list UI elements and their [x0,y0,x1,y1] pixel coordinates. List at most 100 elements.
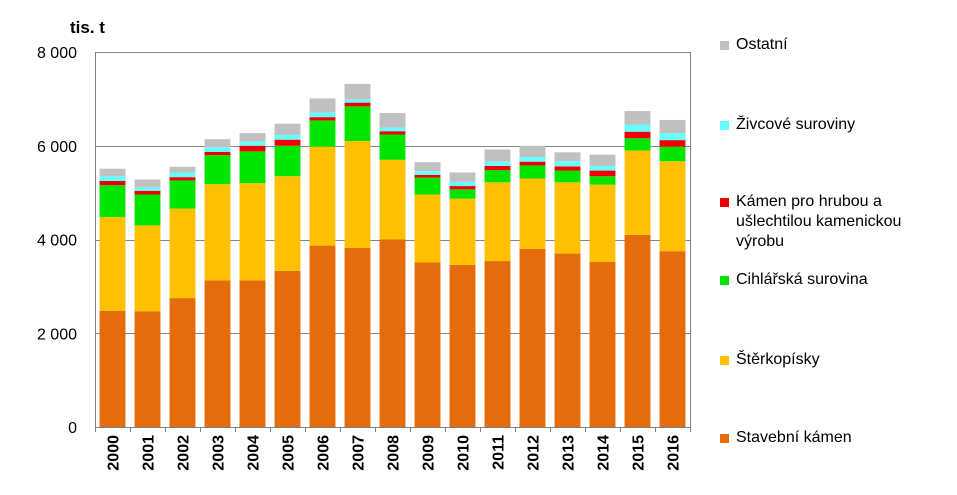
bar-segment [659,140,686,147]
bar-segment [99,185,126,217]
legend-item: Cihlářská surovina [720,270,951,290]
bar-segment [99,168,126,177]
bar-segment [519,161,546,166]
legend-item: Ostatní [720,35,951,55]
legend-label: Ostatní [736,36,788,53]
bar-segment [134,311,161,427]
bar-segment [344,99,371,103]
bar-segment [414,194,441,263]
bar-segment [169,177,196,181]
y-tick-label: 2 000 [37,326,77,343]
bar-segment [134,187,161,191]
bar-segment [274,134,301,140]
bar-segment [344,102,371,107]
bar-segment [589,184,616,262]
legend-label: Živcové suroviny [736,116,856,133]
bar-segment [239,183,266,281]
bar-segment [99,310,126,427]
bar-segment [379,159,406,240]
bar-segment [554,152,581,162]
bar-segment [309,112,336,118]
x-tick-label: 2000 [106,435,123,471]
bar-segment [414,162,441,172]
bar-segment [169,208,196,299]
bar-segment [274,139,301,146]
legend-swatch [720,198,729,207]
bar-segment [449,198,476,265]
bar-segment [659,161,686,252]
bar-segment [274,270,301,427]
y-tick-label: 4 000 [37,233,77,250]
bar-segment [624,131,651,139]
bar-segment [309,120,336,147]
x-tick-label: 2010 [456,435,473,471]
bar-segment [134,179,161,188]
bar-segment [624,138,651,151]
bar-segment [484,170,511,183]
legend-label: Cihlářská surovina [736,271,868,288]
bar-segment [554,253,581,427]
bar-segment [414,171,441,175]
x-tick-label: 2004 [246,435,263,471]
bar-segment [344,83,371,100]
bar-segment [589,154,616,166]
bar-segment [344,141,371,248]
chart-legend: Ostatní Živcové suroviny Kámen pro hrubou … [720,0,955,490]
legend-label: Stavební kámen [736,429,852,446]
bar-segment [659,251,686,427]
legend-swatch [720,356,729,365]
x-tick-label: 2015 [631,435,648,471]
bar-segment [204,147,231,152]
legend-item: Živcové suroviny [720,115,951,135]
legend-item: Kámen pro hrubou a ušlechtilou kamenicko… [720,192,951,252]
bar-segment [484,161,511,166]
y-tick-labels: 0 2 000 4 000 6 000 8 000 [37,45,77,437]
legend-swatch [720,434,729,443]
x-tick-label: 2006 [316,435,333,471]
bar-segment [99,217,126,311]
x-tick-label: 2016 [666,435,683,471]
bar-segment [659,146,686,162]
bar-segment [554,161,581,167]
x-tick-label: 2009 [421,435,438,471]
bar-segment [239,280,266,427]
bar-segment [519,178,546,249]
legend-swatch [720,41,729,50]
legend-swatch [720,276,729,285]
y-tick-label: 0 [68,420,77,437]
bar-segment [204,155,231,185]
bar-segment [554,166,581,171]
bar-segment [484,165,511,171]
bar-segment [519,145,546,157]
bar-segment [624,234,651,427]
y-tick-label: 8 000 [37,45,77,62]
x-tick-label: 2012 [526,435,543,471]
bar-segment [274,176,301,271]
legend-label: Kámen pro hrubou a ušlechtilou kamenicko… [736,193,902,250]
bar-segment [379,134,406,160]
bar-segment [554,170,581,183]
legend-item: Stavební kámen [720,428,951,448]
bar-segment [134,194,161,226]
x-tick-labels: 2000 2001 2002 2003 2004 2005 2006 2007 2008 2009… [106,435,683,471]
bar-segment [344,106,371,142]
bar-segment [449,189,476,199]
bar-segment [414,177,441,195]
bar-segment [519,157,546,162]
bar-segment [309,245,336,427]
bar-segment [449,264,476,427]
bar-segment [484,149,511,162]
bar-segment [484,182,511,262]
bar-segment [414,262,441,427]
bar-segment [309,117,336,121]
bar-segment [204,184,231,281]
bar-segment [169,180,196,209]
bar-segment [589,170,616,177]
bar-segment [169,166,196,173]
x-tick-label: 2011 [491,435,508,470]
x-tick-label: 2013 [561,435,578,471]
bar-segment [624,111,651,125]
bar-segment [134,190,161,195]
legend-swatch [720,121,729,130]
